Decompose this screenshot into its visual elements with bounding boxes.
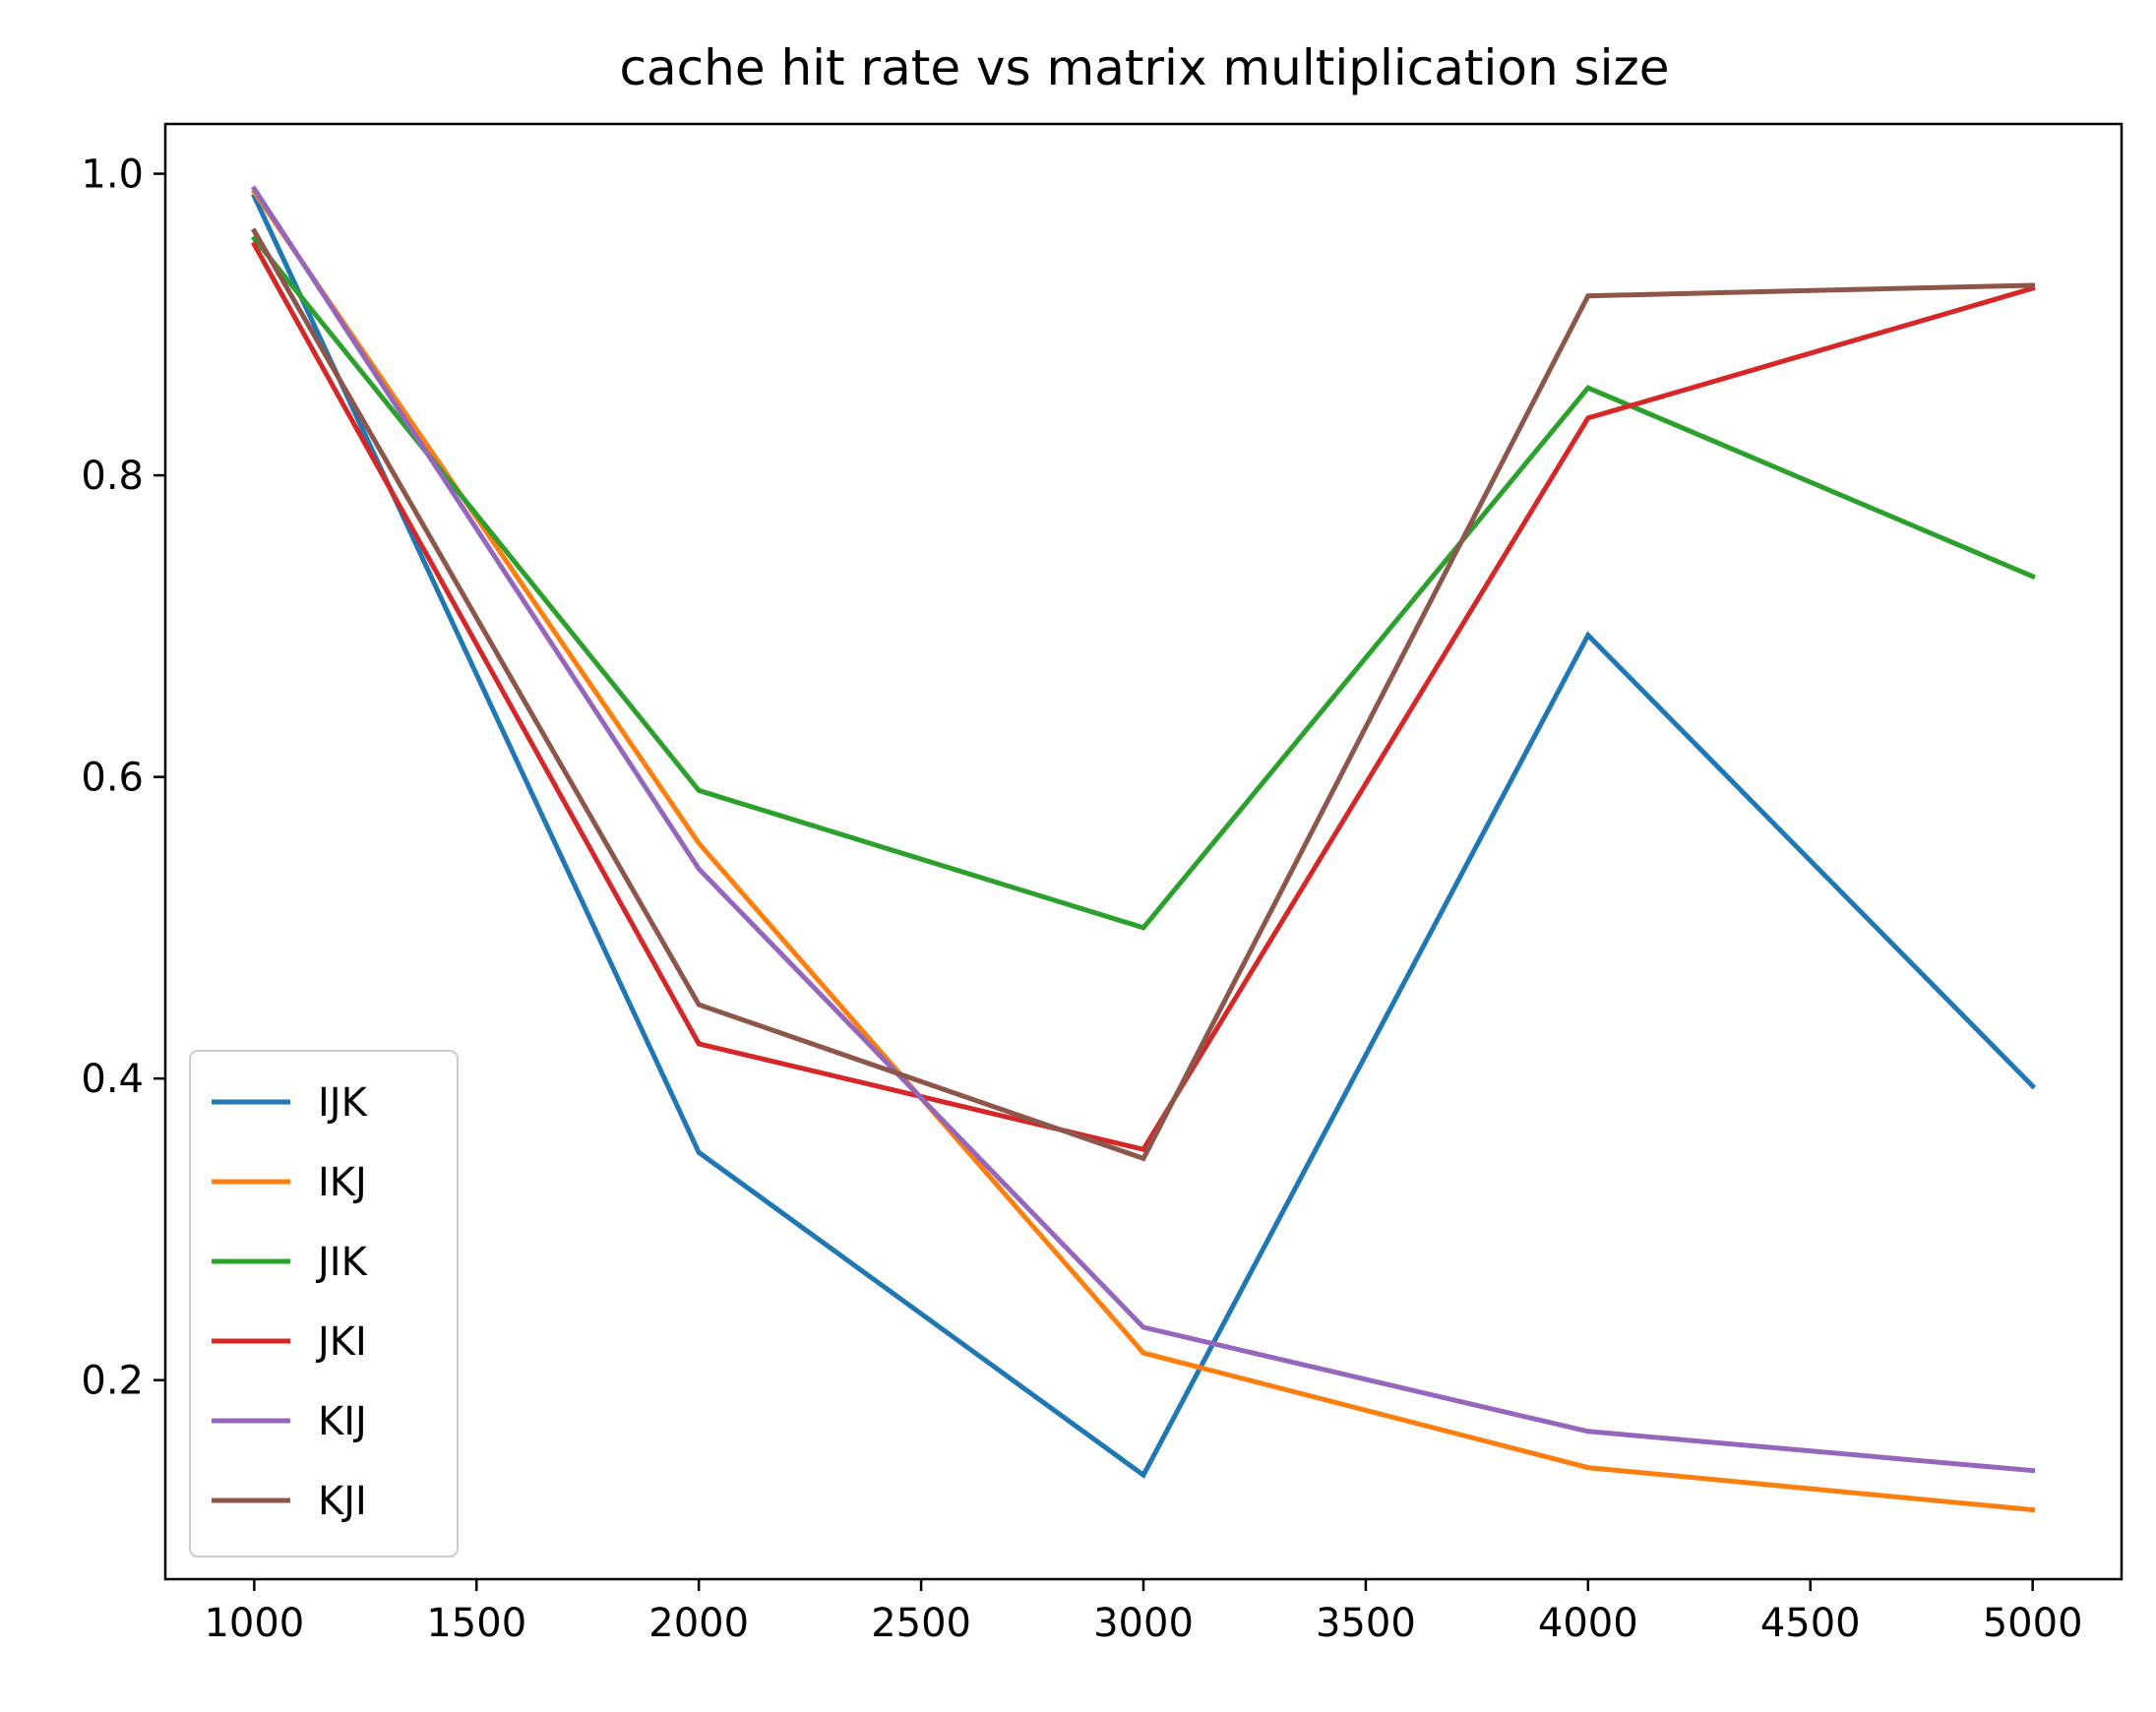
axes-layer: 1000 1500 2000 2500 3000 3500 4000 4500 5000 0.2 0… — [81, 122, 2124, 1646]
legend: IJK IKJ JIK JKI KIJ KJI — [189, 1050, 459, 1558]
x-tick-label: 1500 — [426, 1601, 526, 1646]
x-tick-label: 4500 — [1760, 1601, 1861, 1646]
legend-box — [189, 1050, 459, 1558]
legend-label-jki: JKI — [315, 1319, 367, 1365]
series-line-jik — [250, 234, 2036, 931]
legend-label-kij: KIJ — [318, 1399, 367, 1444]
series-line-kij — [250, 185, 2036, 1474]
x-tick-label: 2000 — [648, 1601, 749, 1646]
y-tick-label: 0.4 — [81, 1057, 144, 1102]
legend-label-ikj: IKJ — [318, 1160, 367, 1205]
chart-title: cache hit rate vs matrix multiplication … — [620, 39, 1670, 96]
x-tick-label: 5000 — [1983, 1601, 2083, 1646]
legend-label-ijk: IJK — [318, 1080, 369, 1126]
legend-label-jik: JIK — [315, 1240, 369, 1285]
y-tick-label: 1.0 — [81, 153, 144, 198]
series-line-ikj — [250, 188, 2036, 1513]
y-tick-label: 0.6 — [81, 756, 144, 801]
y-tick-label: 0.2 — [81, 1359, 144, 1404]
legend-label-kji: KJI — [318, 1479, 367, 1524]
x-tick-label: 3000 — [1093, 1601, 1194, 1646]
series-line-kji — [250, 227, 2036, 1162]
x-tick-label: 1000 — [204, 1601, 304, 1646]
x-tick-label: 3500 — [1316, 1601, 1416, 1646]
series-line-ijk — [251, 193, 2037, 1479]
series-layer — [250, 185, 2037, 1513]
x-tick-label: 4000 — [1538, 1601, 1638, 1646]
series-line-jki — [251, 241, 2036, 1153]
x-tick-label: 2500 — [871, 1601, 971, 1646]
y-tick-label: 0.8 — [81, 454, 144, 499]
